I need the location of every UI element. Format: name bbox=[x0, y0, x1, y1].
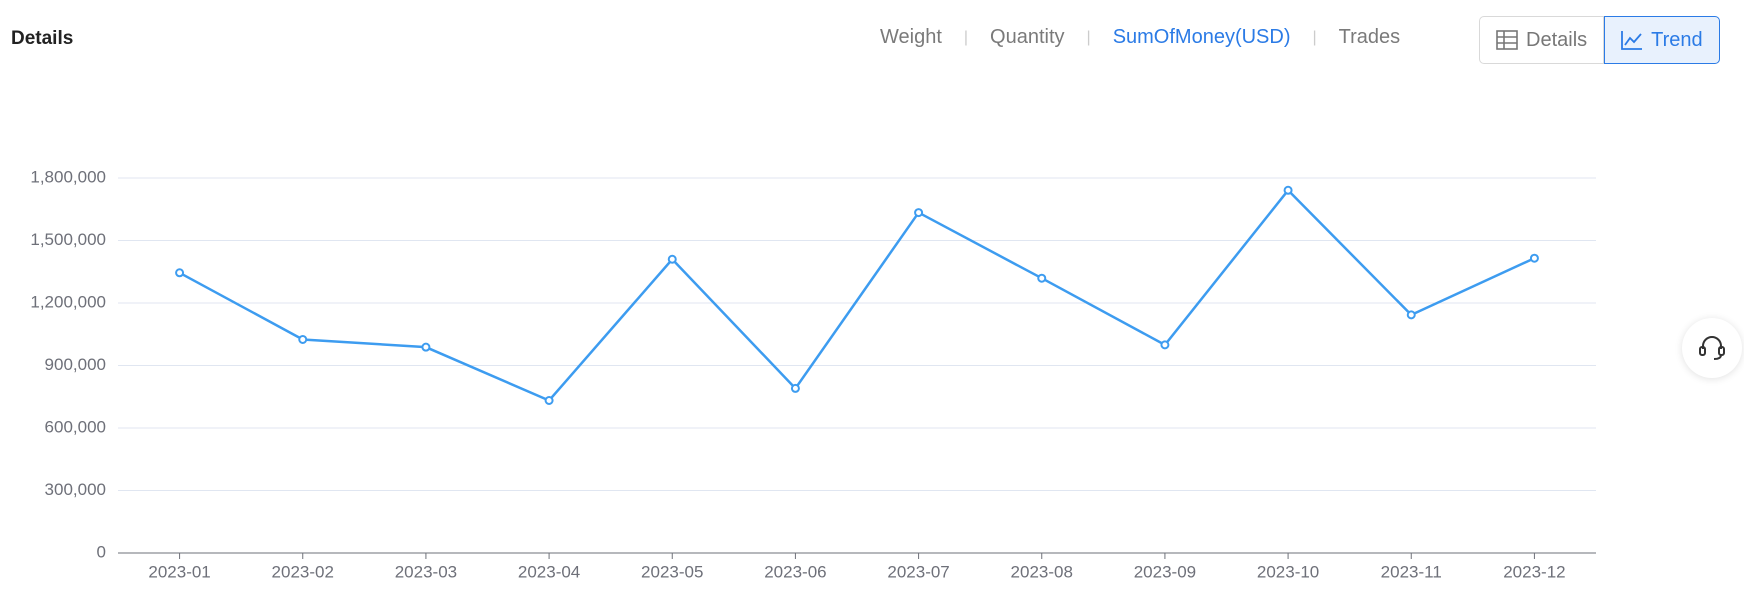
point bbox=[914, 208, 924, 218]
x-tick-label: 2023-10 bbox=[1257, 562, 1319, 581]
tab[interactable]: Trades bbox=[1338, 26, 1401, 48]
point bbox=[1283, 185, 1293, 195]
x-tick-label: 2023-07 bbox=[887, 562, 949, 581]
y-tick-label: 900,000 bbox=[45, 355, 106, 374]
point bbox=[1529, 253, 1539, 263]
point bbox=[1406, 310, 1416, 320]
y-tick-label: 1,800,000 bbox=[30, 167, 106, 186]
x-tick-label: 2023-06 bbox=[764, 562, 826, 581]
y-tick-label: 0 bbox=[97, 542, 106, 561]
y-tick-label: 600,000 bbox=[45, 417, 106, 436]
point bbox=[1037, 273, 1047, 283]
tab[interactable]: SumOfMoney(USD) bbox=[1112, 26, 1291, 48]
button-label: Details bbox=[1526, 28, 1588, 51]
point bbox=[175, 268, 185, 278]
tab[interactable]: Weight bbox=[880, 26, 942, 48]
x-tick-label: 2023-08 bbox=[1011, 562, 1073, 581]
separator: | bbox=[963, 28, 969, 46]
x-tick-label: 2023-12 bbox=[1503, 562, 1565, 581]
point bbox=[298, 334, 308, 344]
x-tick-label: 2023-03 bbox=[395, 562, 457, 581]
trend-icon bbox=[1621, 31, 1643, 50]
table-icon bbox=[1496, 30, 1518, 50]
page-title: Details bbox=[11, 28, 74, 49]
separator: | bbox=[1086, 28, 1091, 46]
tab[interactable]: Quantity bbox=[990, 26, 1065, 48]
x-tick-label: 2023-01 bbox=[148, 562, 210, 581]
details-button[interactable]: Details bbox=[1479, 16, 1605, 64]
trend-button[interactable]: Trend bbox=[1604, 16, 1720, 64]
view-toggle: Details Trend bbox=[1479, 16, 1720, 64]
headset-icon bbox=[1699, 336, 1725, 360]
x-tick-label: 2023-09 bbox=[1134, 562, 1196, 581]
point bbox=[667, 254, 677, 264]
point bbox=[1160, 340, 1170, 350]
separator: | bbox=[1312, 28, 1317, 46]
y-tick-label: 1,500,000 bbox=[30, 230, 106, 249]
point bbox=[544, 396, 554, 405]
x-tick-label: 2023-02 bbox=[272, 562, 334, 581]
metric-tabs: Weight | Quantity | SumOfMoney(USD) | Trade… bbox=[880, 26, 1400, 49]
y-tick-label: 300,000 bbox=[45, 480, 106, 499]
button-label: Trend bbox=[1651, 28, 1703, 51]
point bbox=[421, 342, 431, 352]
x-tick-label: 2023-04 bbox=[518, 562, 580, 581]
line bbox=[178, 188, 1535, 403]
x-tick-label: 2023-11 bbox=[1381, 562, 1442, 581]
support-button[interactable] bbox=[1682, 318, 1742, 378]
point bbox=[790, 383, 800, 393]
x-tick-label: 2023-05 bbox=[641, 562, 703, 581]
y-tick-label: 1,200,000 bbox=[30, 292, 106, 311]
